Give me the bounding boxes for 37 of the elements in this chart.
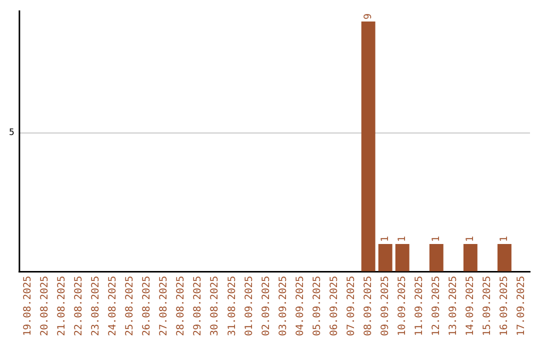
- x-tick-label: 28.08.2025: [176, 276, 187, 336]
- x-tick-label: 08.09.2025: [362, 276, 374, 336]
- data-label: 1: [380, 236, 391, 242]
- x-tick-label: 04.09.2025: [294, 276, 306, 336]
- data-label: 1: [465, 236, 476, 242]
- x-tick-label: 29.08.2025: [192, 276, 204, 336]
- x-tick-label: 01.09.2025: [244, 276, 255, 336]
- data-label: 9: [362, 13, 374, 20]
- x-tick-label: 26.08.2025: [142, 276, 153, 336]
- y-tick-label: 5: [8, 128, 14, 138]
- x-tick-label: 21.08.2025: [56, 276, 68, 336]
- x-tick-label: 19.08.2025: [22, 276, 34, 336]
- x-tick-label: 13.09.2025: [448, 276, 460, 336]
- x-tick-label: 10.09.2025: [396, 276, 408, 336]
- x-tick-label: 14.09.2025: [465, 276, 476, 336]
- data-label: 1: [430, 236, 442, 242]
- x-tick-label: 24.08.2025: [108, 276, 119, 336]
- x-tick-label: 09.09.2025: [380, 276, 391, 336]
- x-tick-label: 06.09.2025: [328, 276, 340, 336]
- x-tick-label: 27.08.2025: [158, 276, 170, 336]
- x-tick-label: 22.08.2025: [74, 276, 85, 336]
- x-tick-label: 12.09.2025: [430, 276, 442, 336]
- data-label: 1: [396, 236, 408, 242]
- data-label: 1: [499, 236, 510, 242]
- x-tick-label: 31.08.2025: [226, 276, 238, 336]
- x-tick-label: 11.09.2025: [414, 276, 425, 336]
- x-tick-label: 17.09.2025: [516, 276, 528, 336]
- x-tick-label: 16.09.2025: [499, 276, 510, 336]
- x-tick-label: 02.09.2025: [260, 276, 272, 336]
- x-tick-label: 07.09.2025: [346, 276, 357, 336]
- x-tick-label: 25.08.2025: [124, 276, 136, 336]
- x-tick-label: 03.09.2025: [278, 276, 289, 336]
- x-tick-label: 30.08.2025: [210, 276, 221, 336]
- x-tick-label: 05.09.2025: [312, 276, 323, 336]
- x-tick-label: 20.08.2025: [40, 276, 51, 336]
- x-tick-label: 15.09.2025: [482, 276, 494, 336]
- x-tick-label: 23.08.2025: [90, 276, 102, 336]
